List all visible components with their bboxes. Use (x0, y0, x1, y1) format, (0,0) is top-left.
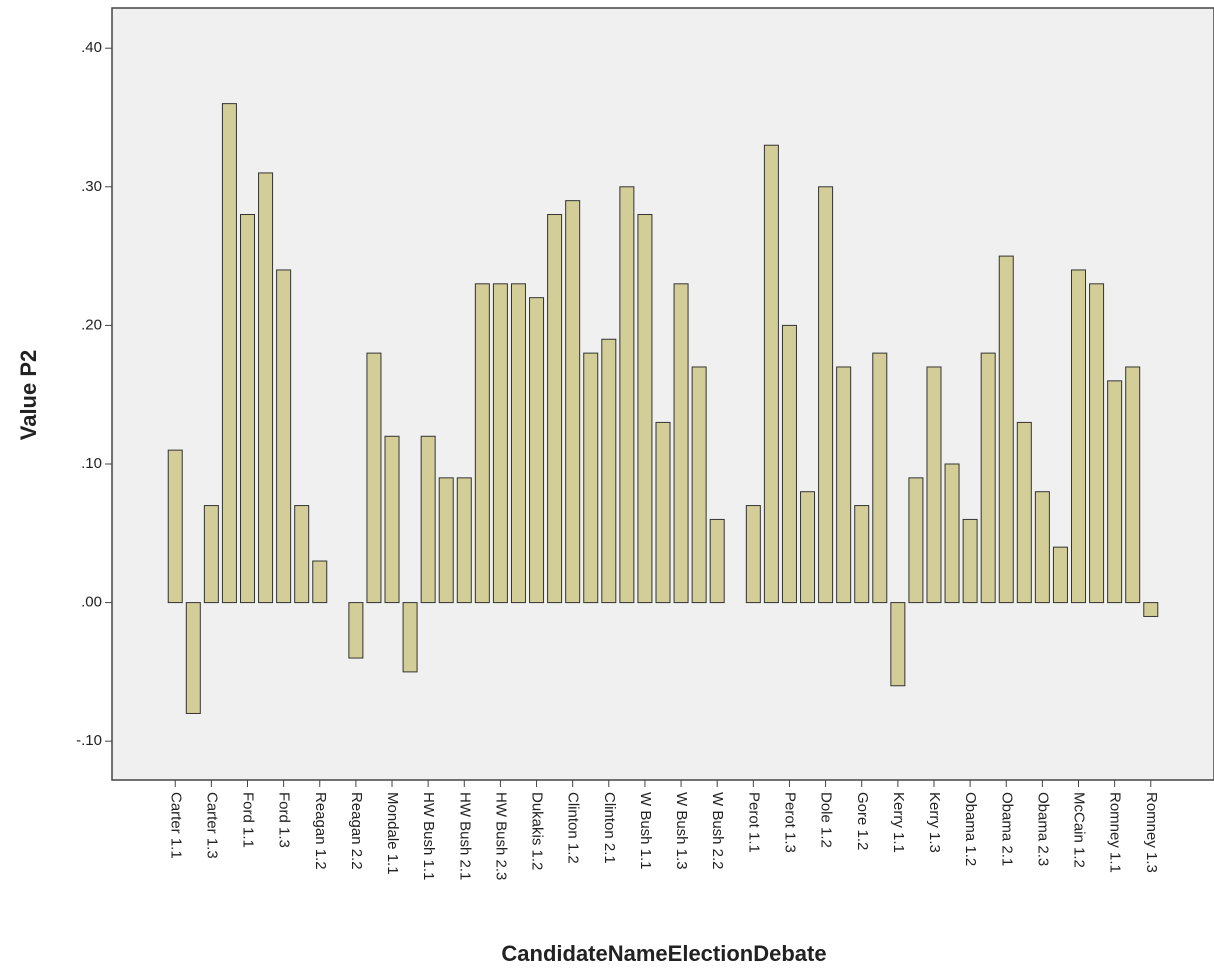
bar (384, 435, 400, 604)
bar (1143, 602, 1159, 617)
x-tick-label: W Bush 1.3 (673, 792, 690, 870)
x-tick-label: Ford 1.1 (240, 792, 257, 848)
bar (691, 366, 707, 604)
x-tick-label: Dole 1.2 (818, 792, 835, 848)
y-tick-label: -.10 (76, 732, 102, 749)
bar (673, 283, 689, 604)
bar (258, 172, 274, 604)
bar (583, 352, 599, 604)
x-tick-label: Kerry 1.1 (890, 792, 907, 853)
x-tick-label: W Bush 2.2 (709, 792, 726, 870)
bar (998, 255, 1014, 604)
x-tick-label: Obama 1.2 (962, 792, 979, 866)
x-tick-label: Clinton 2.1 (601, 792, 618, 864)
bar (980, 352, 996, 604)
x-tick-label: W Bush 1.1 (637, 792, 654, 870)
bar (1016, 421, 1032, 604)
y-tick-label: .30 (81, 178, 102, 195)
bar (763, 144, 779, 604)
x-tick-label: Romney 1.1 (1107, 792, 1124, 873)
bar (221, 103, 237, 604)
y-tick-label: .10 (81, 455, 102, 472)
bar (745, 505, 761, 604)
x-tick-label: Reagan 1.2 (312, 792, 329, 870)
x-tick-label: HW Bush 1.1 (420, 792, 437, 880)
bar (1071, 269, 1087, 604)
x-tick-label: Clinton 1.2 (565, 792, 582, 864)
x-tick-label: Perot 1.1 (745, 792, 762, 853)
x-tick-label: Romney 1.3 (1143, 792, 1160, 873)
bar (510, 283, 526, 604)
bar (637, 214, 653, 604)
x-tick-label: Mondale 1.1 (384, 792, 401, 875)
bar (709, 518, 725, 604)
bar (420, 435, 436, 604)
x-tick-label: Carter 1.1 (167, 792, 184, 859)
y-axis-title: Value P2 (16, 350, 41, 441)
x-tick-label: HW Bush 2.1 (456, 792, 473, 880)
bar (565, 200, 581, 604)
bar (294, 505, 310, 604)
x-tick-label: McCain 1.2 (1071, 792, 1088, 868)
bar (1034, 491, 1050, 604)
bar (167, 449, 183, 604)
bar (239, 214, 255, 604)
x-axis-title: CandidateNameElectionDebate (501, 941, 826, 966)
bar (1107, 380, 1123, 604)
x-tick-label: Obama 2.1 (998, 792, 1015, 866)
bar (438, 477, 454, 604)
bar (547, 214, 563, 604)
bar (781, 324, 797, 604)
bar (818, 186, 834, 604)
y-tick-label: .20 (81, 316, 102, 333)
bar (601, 338, 617, 604)
bar (312, 560, 328, 604)
bar (944, 463, 960, 604)
x-tick-label: Kerry 1.3 (926, 792, 943, 853)
x-tick-label: Carter 1.3 (203, 792, 220, 859)
bar (800, 491, 816, 604)
x-tick-label: Perot 1.3 (781, 792, 798, 853)
plot-area (111, 7, 1214, 781)
bar (185, 602, 201, 714)
bar (836, 366, 852, 604)
bar (474, 283, 490, 604)
x-tick-label: HW Bush 2.3 (492, 792, 509, 880)
bar (402, 602, 418, 673)
bar (872, 352, 888, 604)
bar (908, 477, 924, 604)
bar (619, 186, 635, 604)
x-tick-label: Ford 1.3 (276, 792, 293, 848)
bar (529, 297, 545, 604)
x-tick-label: Obama 2.3 (1034, 792, 1051, 866)
bar (348, 602, 364, 659)
x-tick-label: Gore 1.2 (854, 792, 871, 850)
bar (890, 602, 906, 687)
bar (276, 269, 292, 604)
bar (492, 283, 508, 604)
bar (456, 477, 472, 604)
bar (1089, 283, 1105, 604)
bar (203, 505, 219, 604)
bar (655, 421, 671, 604)
x-tick-label: Reagan 2.2 (348, 792, 365, 870)
y-tick-label: .40 (81, 39, 102, 56)
bar (1125, 366, 1141, 604)
bar (854, 505, 870, 604)
x-tick-label: Dukakis 1.2 (529, 792, 546, 870)
bar (366, 352, 382, 604)
bar (962, 518, 978, 604)
y-tick-label: .00 (81, 594, 102, 611)
bar (926, 366, 942, 604)
bar (1052, 546, 1068, 604)
